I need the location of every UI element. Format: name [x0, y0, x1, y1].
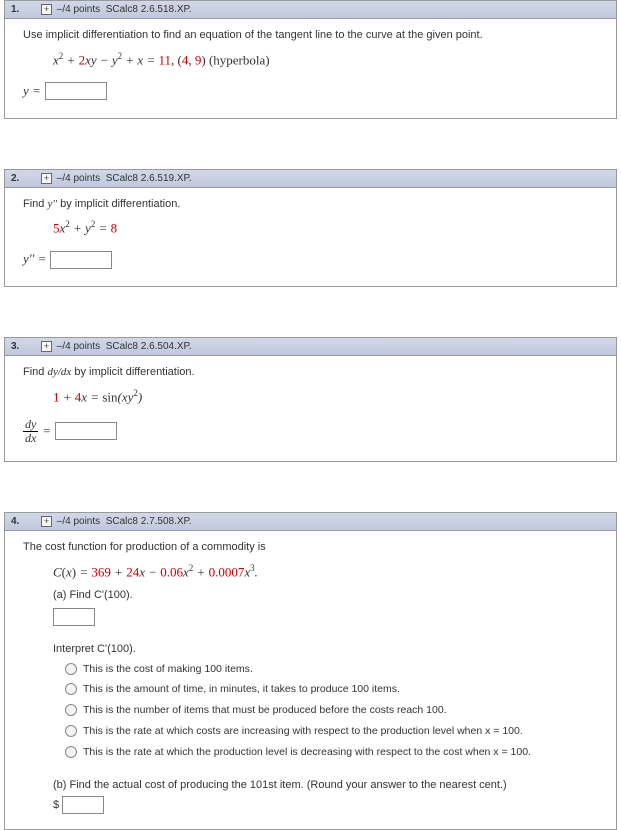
expand-icon[interactable]: + — [41, 173, 52, 184]
question-body: Find dy/dx by implicit differentiation. … — [5, 356, 616, 461]
reference-label: SCalc8 2.6.519.XP. — [106, 173, 192, 184]
radio-option[interactable]: This is the amount of time, in minutes, … — [23, 679, 598, 700]
prompt-text: Use implicit differentiation to find an … — [23, 27, 598, 45]
part-b-input-row: $ — [23, 794, 598, 815]
expand-icon[interactable]: + — [41, 516, 52, 527]
reference-label: SCalc8 2.6.504.XP. — [106, 341, 192, 352]
question-3: 3. + –/4 points SCalc8 2.6.504.XP. Find … — [4, 337, 617, 462]
question-2: 2. + –/4 points SCalc8 2.6.519.XP. Find … — [4, 169, 617, 288]
points-label: –/4 points — [57, 516, 100, 527]
radio-option[interactable]: This is the rate at which costs are incr… — [23, 721, 598, 742]
points-ref: + –/4 points SCalc8 2.7.508.XP. — [41, 516, 192, 527]
points-ref: + –/4 points SCalc8 2.6.504.XP. — [41, 341, 192, 352]
equation: x2 + 2xy − y2 + x = 11, (4, 9) (hyperbol… — [23, 45, 598, 75]
question-header: 3. + –/4 points SCalc8 2.6.504.XP. — [5, 338, 616, 356]
prompt-text: Find dy/dx by implicit differentiation. — [23, 364, 598, 382]
interpret-label: Interpret C'(100). — [23, 627, 598, 659]
radio-icon[interactable] — [65, 704, 77, 716]
question-body: Find y'' by implicit differentiation. 5x… — [5, 188, 616, 287]
option-text: This is the rate at which the production… — [83, 744, 531, 761]
question-number: 3. — [11, 341, 29, 352]
points-label: –/4 points — [57, 4, 100, 15]
option-text: This is the rate at which costs are incr… — [83, 723, 523, 740]
reference-label: SCalc8 2.6.518.XP. — [106, 4, 192, 15]
points-label: –/4 points — [57, 341, 100, 352]
points-label: –/4 points — [57, 173, 100, 184]
question-1: 1. + –/4 points SCalc8 2.6.518.XP. Use i… — [4, 0, 617, 119]
equation: 5x2 + y2 = 8 — [23, 213, 598, 243]
question-number: 4. — [11, 516, 29, 527]
radio-option[interactable]: This is the cost of making 100 items. — [23, 659, 598, 680]
points-ref: + –/4 points SCalc8 2.6.519.XP. — [41, 173, 192, 184]
prompt-text: Find y'' by implicit differentiation. — [23, 196, 598, 214]
part-b-label: (b) Find the actual cost of producing th… — [23, 763, 598, 795]
answer-row: y = — [23, 75, 598, 104]
answer-input[interactable] — [55, 422, 117, 440]
question-number: 2. — [11, 173, 29, 184]
dollar-sign: $ — [53, 799, 59, 811]
question-body: The cost function for production of a co… — [5, 531, 616, 828]
answer-row: dydx = — [23, 412, 598, 447]
radio-icon[interactable] — [65, 683, 77, 695]
radio-icon[interactable] — [65, 725, 77, 737]
question-header: 4. + –/4 points SCalc8 2.7.508.XP. — [5, 513, 616, 531]
radio-icon[interactable] — [65, 663, 77, 675]
equation: 1 + 4x = sin(xy2) — [23, 382, 598, 412]
equals: = — [42, 421, 51, 442]
answer-label: y'' = — [23, 249, 46, 270]
radio-option[interactable]: This is the number of items that must be… — [23, 700, 598, 721]
part-b-input[interactable] — [62, 796, 104, 814]
option-text: This is the number of items that must be… — [83, 702, 447, 719]
answer-label: y = — [23, 81, 41, 102]
prompt-text: The cost function for production of a co… — [23, 539, 598, 557]
answer-row: y'' = — [23, 243, 598, 272]
radio-icon[interactable] — [65, 746, 77, 758]
part-a-label: (a) Find C'(100). — [23, 587, 598, 605]
question-header: 2. + –/4 points SCalc8 2.6.519.XP. — [5, 170, 616, 188]
expand-icon[interactable]: + — [41, 341, 52, 352]
radio-option[interactable]: This is the rate at which the production… — [23, 742, 598, 763]
question-4: 4. + –/4 points SCalc8 2.7.508.XP. The c… — [4, 512, 617, 829]
dy-dx-label: dydx — [23, 418, 38, 445]
answer-input[interactable] — [45, 82, 107, 100]
option-text: This is the amount of time, in minutes, … — [83, 681, 400, 698]
question-number: 1. — [11, 4, 29, 15]
option-text: This is the cost of making 100 items. — [83, 661, 253, 678]
answer-input[interactable] — [50, 251, 112, 269]
equation: C(x) = 369 + 24x − 0.06x2 + 0.0007x3. — [23, 557, 598, 587]
reference-label: SCalc8 2.7.508.XP. — [106, 516, 192, 527]
points-ref: + –/4 points SCalc8 2.6.518.XP. — [41, 4, 192, 15]
expand-icon[interactable]: + — [41, 4, 52, 15]
question-header: 1. + –/4 points SCalc8 2.6.518.XP. — [5, 1, 616, 19]
question-body: Use implicit differentiation to find an … — [5, 19, 616, 118]
